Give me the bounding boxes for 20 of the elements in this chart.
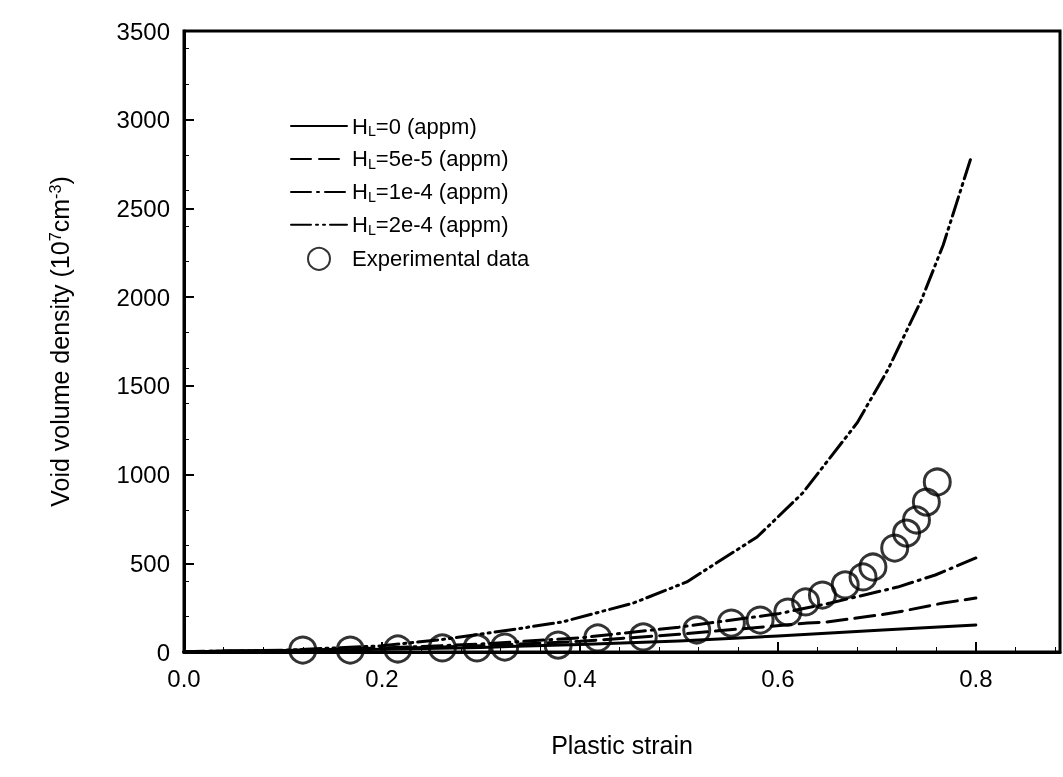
x-tick-label: 0.6 (761, 664, 795, 692)
y-tick-label: 3500 (116, 17, 170, 45)
y-tick-label: 1000 (116, 461, 170, 489)
y-axis-title: Void volume density (107cm-3) (45, 176, 75, 507)
legend-label: HL=1e-4 (appm) (352, 179, 509, 205)
y-tick-label: 500 (129, 549, 170, 577)
legend-label: Experimental data (352, 246, 531, 272)
y-tick-label: 0 (156, 638, 170, 666)
y-tick-label: 3000 (116, 106, 170, 134)
x-axis-title: Plastic strain (551, 730, 693, 759)
y-tick-label: 2500 (116, 194, 170, 222)
legend-label: HL=2e-4 (appm) (352, 212, 509, 238)
x-tick-label: 0.4 (563, 664, 597, 692)
legend-label: HL=5e-5 (appm) (352, 146, 509, 172)
y-tick-label: 2000 (116, 283, 170, 311)
legend-label: HL=0 (appm) (352, 113, 477, 139)
x-tick-label: 0.0 (167, 664, 201, 692)
x-tick-label: 0.8 (959, 664, 993, 692)
y-tick-label: 1500 (116, 372, 170, 400)
x-tick-label: 0.2 (365, 664, 399, 692)
